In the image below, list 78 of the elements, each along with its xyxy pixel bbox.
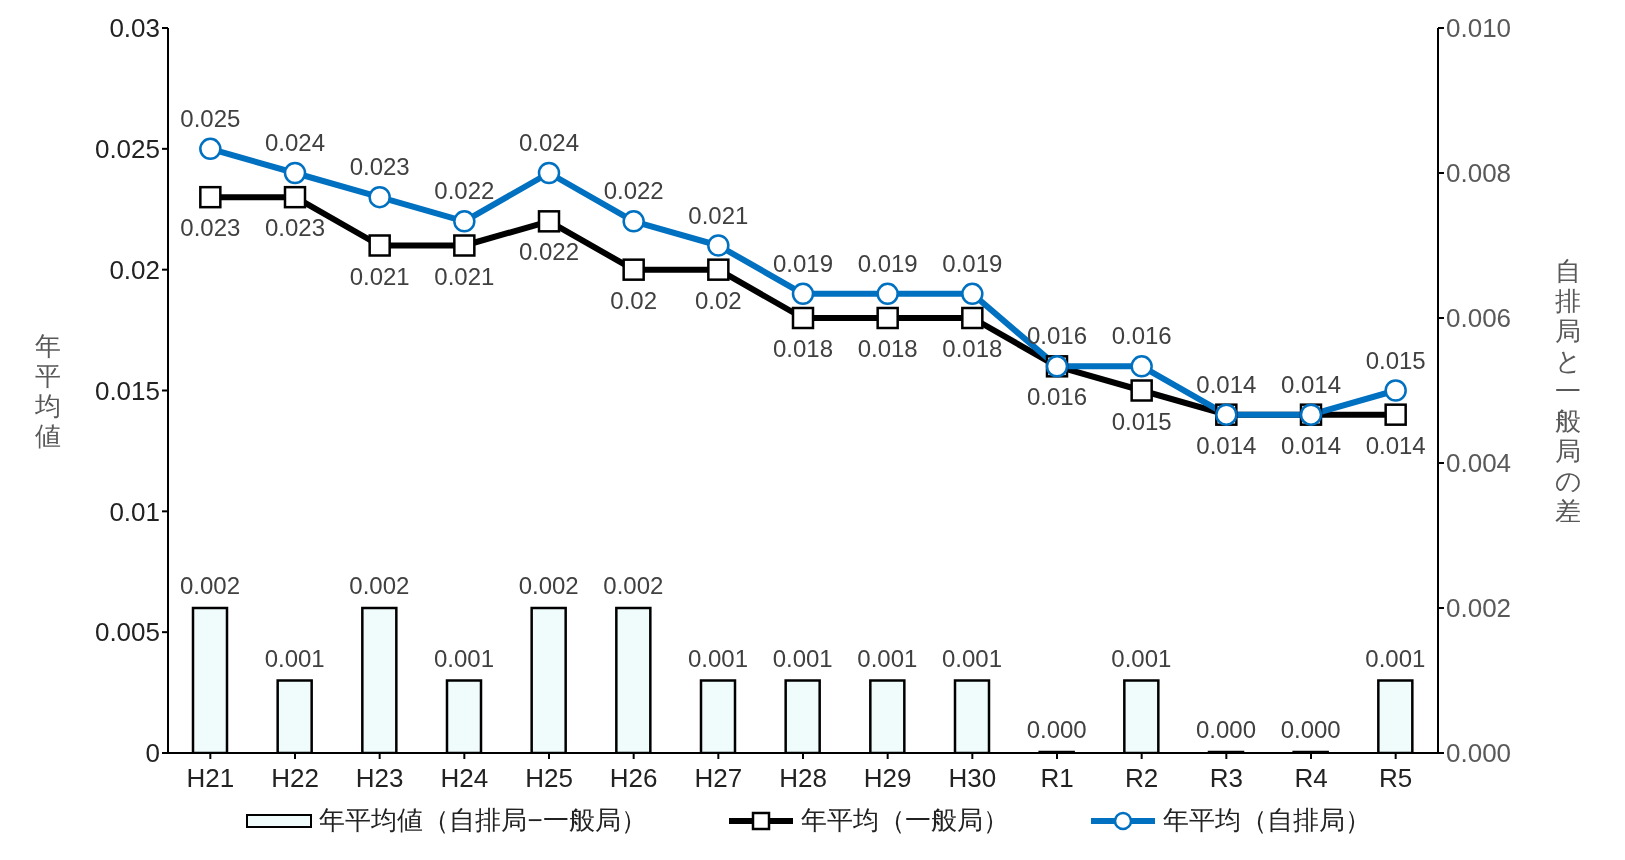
x-tick-label: R4 [1294, 763, 1328, 794]
legend-label: 年平均値（自排局−一般局） [319, 804, 647, 837]
x-tick-label: R1 [1040, 763, 1074, 794]
data-label: 0.018 [857, 335, 918, 363]
data-label: 0.016 [1026, 383, 1088, 411]
x-tick-label: H30 [948, 763, 997, 794]
x-tick-label: H29 [863, 763, 912, 794]
data-label: 0.001 [687, 644, 749, 672]
data-label: 0.022 [518, 238, 580, 266]
data-label: 0.001 [1111, 644, 1172, 672]
legend-label: 年平均（自排局） [1162, 804, 1371, 837]
x-tick-label: H23 [355, 763, 404, 794]
data-label: 0.002 [518, 572, 579, 599]
data-label: 0.018 [772, 335, 834, 363]
data-label: 0.014 [1280, 431, 1342, 459]
data-label: 0.002 [603, 572, 664, 599]
y2-tick-label: 0.010 [1446, 13, 1512, 44]
data-label: 0.024 [518, 129, 580, 156]
y-tick-label: 0.03 [109, 13, 160, 44]
data-label: 0.016 [1026, 322, 1088, 350]
legend-label: 年平均（一般局） [800, 804, 1009, 837]
x-tick-label: H27 [694, 763, 743, 794]
data-label: 0.021 [349, 262, 410, 290]
data-label: 0.001 [1365, 644, 1426, 672]
data-label: 0.014 [1280, 370, 1342, 398]
data-label: 0.002 [349, 572, 410, 599]
data-label: 0.019 [772, 249, 834, 277]
x-tick-label: H22 [271, 763, 319, 794]
data-label: 0.02 [610, 286, 658, 314]
y2-tick-label: 0.000 [1446, 738, 1512, 769]
x-tick-label: H24 [440, 763, 489, 794]
x-tick-label: H25 [525, 763, 573, 794]
data-label: 0.022 [603, 177, 664, 205]
data-label: 0.022 [434, 177, 495, 205]
data-label: 0.015 [1365, 346, 1426, 374]
data-label: 0.015 [1111, 407, 1172, 435]
y-tick-label: 0.015 [94, 375, 160, 406]
data-label: 0.000 [1280, 716, 1341, 743]
y2-tick-label: 0.004 [1446, 448, 1512, 479]
data-label: 0.019 [857, 249, 918, 277]
y-tick-label: 0.02 [109, 254, 160, 285]
data-label: 0.014 [1196, 431, 1257, 459]
x-tick-label: H26 [609, 763, 658, 794]
data-label: 0.023 [180, 214, 241, 242]
data-label: 0.014 [1365, 431, 1426, 459]
data-label: 0.014 [1196, 370, 1257, 398]
x-tick-label: H28 [779, 763, 827, 794]
data-label: 0.025 [180, 104, 241, 132]
y-tick-label: 0 [145, 738, 160, 769]
data-label: 0.019 [942, 249, 1003, 277]
data-label: 0.023 [349, 153, 410, 181]
y2-tick-label: 0.008 [1446, 158, 1512, 189]
y2-tick-label: 0.006 [1446, 303, 1512, 334]
text: 自排局と一般局の差 [1554, 255, 1582, 526]
data-label: 0.000 [1195, 716, 1257, 743]
data-label: 0.001 [857, 644, 918, 672]
data-label: 0.001 [264, 644, 325, 672]
data-label: 0.021 [434, 262, 495, 290]
data-label: 0.001 [433, 644, 495, 672]
y-tick-label: 0.01 [109, 496, 160, 527]
x-tick-label: R2 [1125, 763, 1159, 794]
data-label: 0.002 [179, 572, 241, 599]
data-label: 0.02 [694, 286, 742, 314]
data-label: 0.018 [942, 335, 1003, 363]
x-tick-label: R5 [1379, 763, 1413, 794]
data-label: 0.024 [264, 129, 326, 156]
y2-tick-label: 0.002 [1446, 593, 1512, 624]
data-label: 0.016 [1111, 322, 1172, 350]
y-tick-label: 0.005 [94, 617, 160, 648]
y-axis-title: 年平均値 [34, 330, 61, 451]
data-label: 0.001 [941, 644, 1003, 672]
x-tick-label: R3 [1209, 763, 1243, 794]
y-tick-label: 0.025 [94, 134, 160, 165]
x-tick-label: H21 [186, 763, 235, 794]
data-label: 0.021 [688, 201, 749, 229]
data-label: 0.023 [264, 214, 326, 242]
data-label: 0.000 [1026, 716, 1087, 743]
data-label: 0.001 [772, 644, 833, 672]
